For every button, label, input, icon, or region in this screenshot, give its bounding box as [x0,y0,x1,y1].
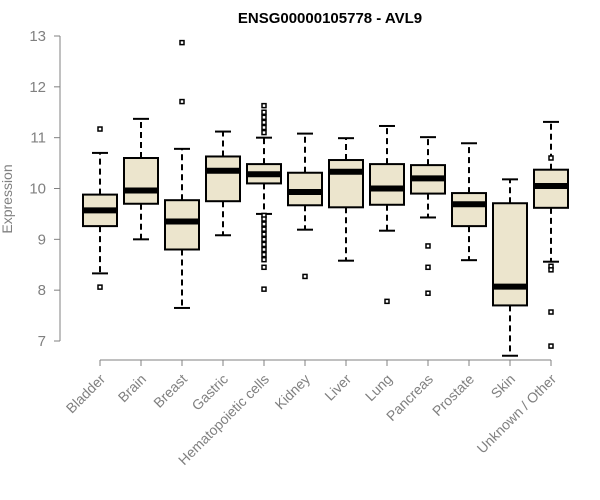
iqr-box [451,192,487,228]
iqr-box [369,163,405,206]
outlier-point [261,264,267,271]
outlier-point [179,39,185,46]
chart-title: ENSG00000105778 - AVL9 [238,10,422,27]
y-tick-label: 13 [29,28,46,45]
outlier-point [97,284,103,290]
outlier-point [548,343,554,349]
y-tick-label: 11 [30,130,46,147]
outlier-point [261,221,267,227]
box-unknown-other [533,120,569,349]
y-axis: 7 8 9 10 11 12 13 [29,28,61,350]
box-pancreas [410,136,446,296]
box-brain [123,117,159,241]
outlier-point [261,241,267,248]
iqr-box [164,199,200,251]
outlier-point [261,129,267,136]
y-tick-label: 8 [38,282,46,299]
outlier-point [261,109,267,115]
outlier-point [261,231,267,237]
y-tick-label: 9 [38,231,46,248]
outlier-point [425,290,431,296]
iqr-box [328,159,364,209]
box-liver [328,137,364,262]
box-skin [492,178,528,357]
outlier-point [425,264,431,271]
box-bladder [82,126,118,290]
box-hematopoietic-cells [246,102,282,292]
outlier-point [261,251,267,258]
outlier-point [261,114,267,121]
iqr-box [123,157,159,205]
outlier-point [179,98,185,105]
y-tick-label: 10 [29,181,46,198]
outlier-point [261,256,267,263]
y-axis-title: Expression [0,164,15,233]
box-series [82,39,569,357]
outlier-point [548,267,554,273]
outlier-point [261,216,267,222]
box-lung [369,124,405,305]
outlier-point [384,298,390,305]
box-breast [164,39,200,309]
outlier-point [261,124,267,131]
outlier-point [302,273,308,280]
box-prostate [451,142,487,262]
iqr-box [492,202,528,307]
x-tick-label: Kidney [272,371,314,413]
x-tick-label: Prostate [429,371,477,419]
outlier-point [548,309,554,315]
outlier-point [261,119,267,126]
outlier-point [261,102,267,109]
x-tick-label: Skin [488,371,519,402]
box-kidney [287,132,323,280]
outlier-point [261,226,267,232]
outlier-point [261,286,267,292]
outlier-point [548,155,554,161]
outlier-point [425,243,431,249]
outlier-point [261,236,267,243]
x-tick-label: Lung [362,371,395,404]
box-gastric [205,130,241,237]
x-tick-label: Liver [321,371,354,404]
outlier-point [261,246,267,253]
x-tick-label: Bladder [63,371,109,417]
x-tick-label: Breast [150,371,190,411]
y-tick-label: 12 [29,79,46,96]
x-tick-label: Brain [115,371,149,405]
iqr-box [287,171,323,207]
outlier-point [97,126,103,132]
iqr-box [205,155,241,203]
y-tick-label: 7 [38,333,46,350]
